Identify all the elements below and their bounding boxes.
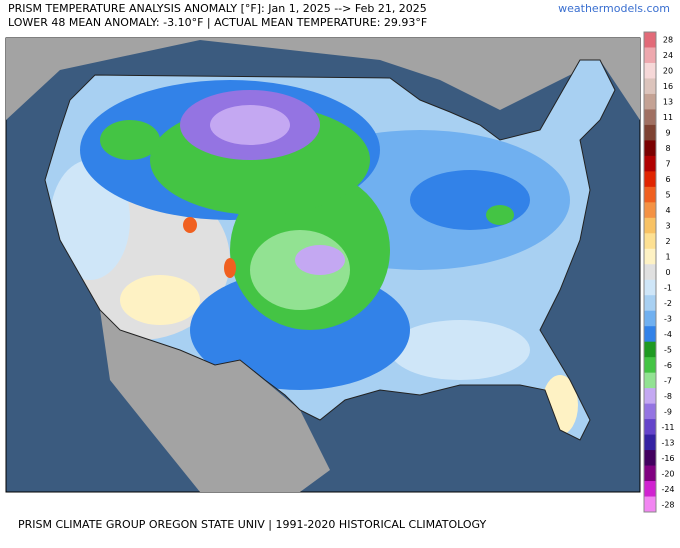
colorbar-label: 2 xyxy=(665,237,670,246)
colorbar-label: -8 xyxy=(664,392,672,401)
colorbar-swatch xyxy=(644,233,656,250)
colorbar-label: 16 xyxy=(663,82,673,91)
colorbar-swatch xyxy=(644,403,656,420)
colorbar-swatch xyxy=(644,357,656,374)
footer: PRISM CLIMATE GROUP OREGON STATE UNIV | … xyxy=(18,518,486,531)
colorbar-swatch xyxy=(644,109,656,126)
colorbar-swatch xyxy=(644,419,656,436)
colorbar-swatch xyxy=(644,155,656,172)
colorbar-swatch xyxy=(644,310,656,327)
colorbar-swatch xyxy=(644,202,656,219)
colorbar-swatch xyxy=(644,326,656,343)
colorbar-swatch xyxy=(644,341,656,358)
colorbar-label: -3 xyxy=(664,314,672,323)
colorbar-label: 28 xyxy=(663,36,673,45)
colorbar-label: -2 xyxy=(664,299,672,308)
title: PRISM TEMPERATURE ANALYSIS ANOMALY [°F]:… xyxy=(8,2,427,15)
colorbar-swatch xyxy=(644,279,656,296)
colorbar-label: 24 xyxy=(663,51,673,60)
colorbar-swatch xyxy=(644,78,656,95)
colorbar-swatch xyxy=(644,248,656,265)
anomaly-field xyxy=(45,60,615,440)
colorbar-swatch xyxy=(644,496,656,513)
colorbar-frame xyxy=(643,31,657,513)
colorbar-label: 9 xyxy=(665,129,670,138)
colorbar-label: 13 xyxy=(663,98,673,107)
colorbar-label: -7 xyxy=(664,376,672,385)
colorbar-swatch xyxy=(644,32,656,48)
colorbar-label: -20 xyxy=(661,469,674,478)
canada xyxy=(6,38,640,120)
colorbar-label: -5 xyxy=(664,345,672,354)
colorbar-swatch xyxy=(644,388,656,405)
colorbar-label: -9 xyxy=(664,407,672,416)
colorbar-label: -6 xyxy=(664,361,672,370)
watermark[interactable]: weathermodels.com xyxy=(558,2,670,15)
colorbar-label: 5 xyxy=(665,191,670,200)
colorbar-swatch xyxy=(644,140,656,157)
colorbar-label: -11 xyxy=(661,423,674,432)
colorbar-label: -1 xyxy=(664,283,672,292)
colorbar: 28 24 20 16 13 11 9 8 7 6 5 4 3 2 1 0 -1 -2 -3 -4 -5 -6 -7 -8 -9… xyxy=(643,31,675,513)
subtitle: LOWER 48 MEAN ANOMALY: -3.10°F | ACTUAL … xyxy=(8,16,427,29)
us-border xyxy=(44,59,616,441)
colorbar-swatch xyxy=(644,372,656,389)
map xyxy=(5,37,641,493)
colorbar-label: -24 xyxy=(661,485,674,494)
colorbar-label: 4 xyxy=(665,206,670,215)
colorbar-label: -13 xyxy=(661,438,674,447)
colorbar-swatch xyxy=(644,295,656,312)
colorbar-label: 7 xyxy=(665,160,670,169)
colorbar-label: 0 xyxy=(665,268,670,277)
colorbar-label: 20 xyxy=(663,67,673,76)
colorbar-label: 6 xyxy=(665,175,670,184)
colorbar-label: -28 xyxy=(661,500,674,509)
mexico xyxy=(100,310,330,492)
colorbar-swatch xyxy=(644,434,656,451)
colorbar-swatch xyxy=(644,124,656,141)
colorbar-label: -16 xyxy=(661,454,674,463)
colorbar-label: 3 xyxy=(665,222,670,231)
colorbar-swatch xyxy=(644,47,656,64)
colorbar-swatch xyxy=(644,62,656,79)
colorbar-label: 8 xyxy=(665,144,670,153)
colorbar-label: -4 xyxy=(664,330,672,339)
colorbar-swatch xyxy=(644,481,656,498)
colorbar-swatch xyxy=(644,171,656,188)
colorbar-swatch xyxy=(644,217,656,234)
colorbar-swatch xyxy=(644,465,656,482)
colorbar-swatch xyxy=(644,93,656,110)
colorbar-swatch xyxy=(644,450,656,467)
colorbar-label: 11 xyxy=(663,113,673,122)
colorbar-label: 1 xyxy=(665,253,670,262)
colorbar-swatch xyxy=(644,186,656,203)
colorbar-swatch xyxy=(644,264,656,281)
